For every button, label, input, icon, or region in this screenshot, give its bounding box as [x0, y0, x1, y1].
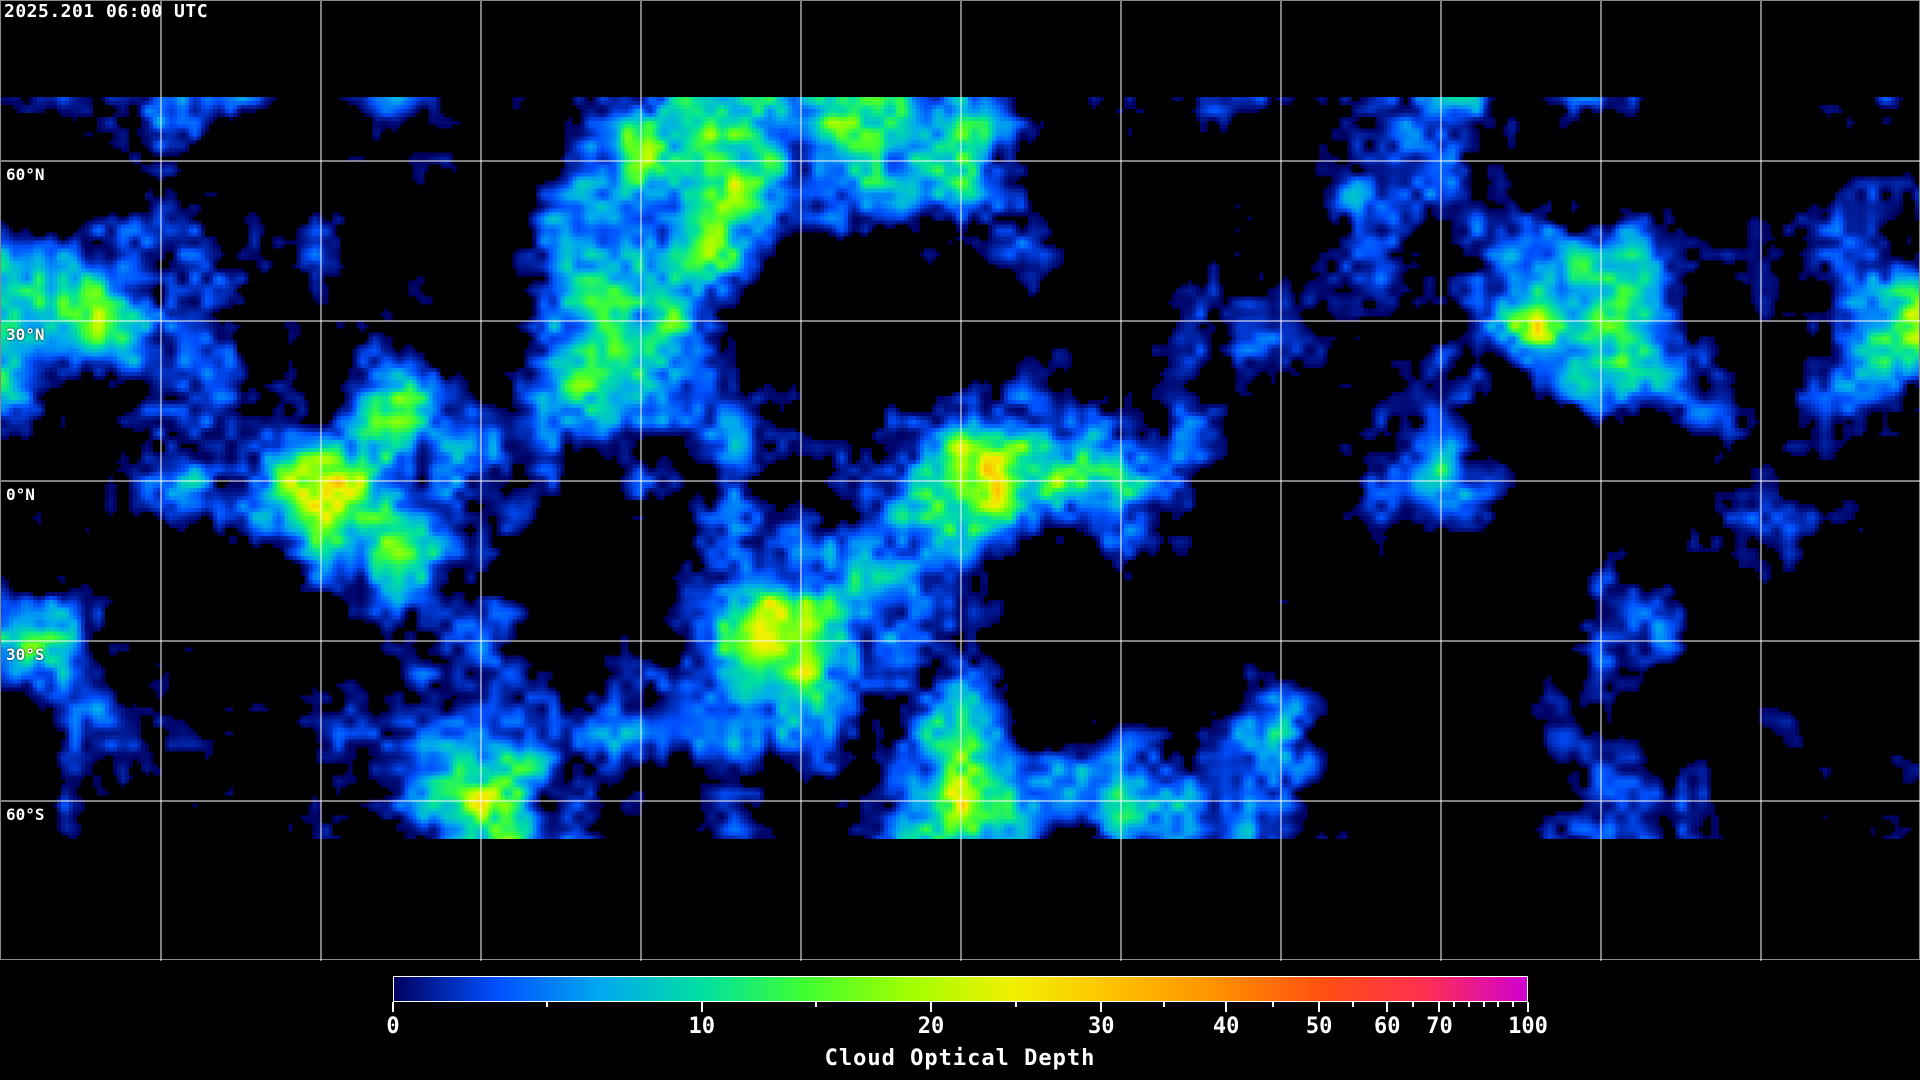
minor-tick — [546, 1002, 549, 1007]
cloud-optical-depth-map — [0, 0, 1920, 961]
colorbar — [393, 976, 1528, 1002]
colorbar-ticks: 0 10 20 30 40 50 60 70 100 — [386, 1002, 1548, 1062]
major-tick — [1438, 1002, 1441, 1012]
minor-tick — [1512, 1002, 1515, 1007]
major-tick — [392, 1002, 394, 1012]
latitude-label: 60°S — [6, 805, 45, 824]
latitude-label: 30°S — [6, 645, 45, 664]
minor-tick — [815, 1002, 818, 1007]
minor-tick — [1352, 1002, 1355, 1007]
tick-label: 10 — [688, 1014, 715, 1039]
latitude-label: 30°N — [6, 325, 45, 344]
major-tick — [929, 1002, 932, 1012]
tick-label: 0 — [386, 1014, 400, 1039]
tick-label: 40 — [1212, 1014, 1240, 1039]
timestamp: 2025.201 06:00 UTC — [4, 1, 209, 22]
minor-tick — [1162, 1002, 1165, 1007]
minor-tick — [1271, 1002, 1274, 1007]
lat-lon-grid — [1, 1, 1920, 961]
colorbar-title: Cloud Optical Depth — [824, 1046, 1096, 1071]
tick-label: 70 — [1426, 1014, 1453, 1039]
minor-tick — [1015, 1002, 1018, 1007]
major-tick — [1527, 1002, 1529, 1012]
tick-label: 30 — [1087, 1014, 1115, 1039]
latitude-label: 60°N — [6, 165, 45, 184]
major-tick — [1386, 1002, 1389, 1012]
major-tick — [1100, 1002, 1103, 1012]
minor-tick — [1412, 1002, 1415, 1007]
major-tick — [1318, 1002, 1321, 1012]
major-tick — [1225, 1002, 1228, 1012]
tick-label: 50 — [1305, 1014, 1333, 1039]
tick-label: 100 — [1508, 1014, 1548, 1039]
latitude-label: 0°N — [6, 485, 35, 504]
minor-tick — [1482, 1002, 1485, 1007]
major-tick — [700, 1002, 703, 1012]
tick-label: 60 — [1374, 1014, 1401, 1039]
minor-tick — [1497, 1002, 1500, 1007]
tick-label: 20 — [917, 1014, 945, 1039]
minor-tick — [1453, 1002, 1456, 1007]
minor-tick — [1467, 1002, 1470, 1007]
